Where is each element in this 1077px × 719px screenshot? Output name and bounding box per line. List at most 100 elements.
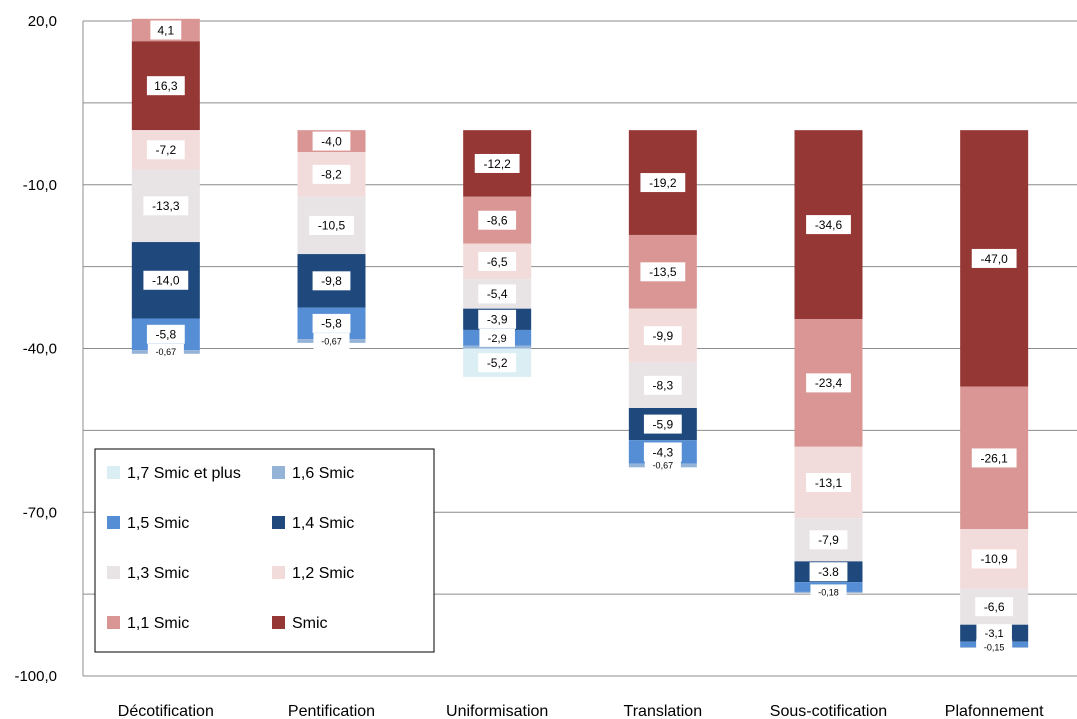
- data-label-box: [312, 271, 351, 291]
- x-tick-label: Translation: [624, 703, 703, 719]
- data-label: -6,6: [984, 600, 1005, 614]
- legend-swatch: [272, 516, 285, 529]
- data-label-box: [143, 196, 189, 216]
- data-label: -0,67: [321, 336, 342, 346]
- data-label-box: [806, 373, 851, 393]
- data-label-box: [643, 326, 682, 346]
- data-label-box: [478, 284, 517, 304]
- y-tick-label: -40,0: [23, 341, 57, 358]
- legend-entry: Smic: [292, 615, 328, 632]
- y-tick-label: -10,0: [23, 177, 57, 194]
- data-label: -0,15: [984, 643, 1005, 653]
- data-label: -5,8: [321, 317, 342, 331]
- data-label-box: [309, 215, 354, 235]
- x-tick-label: Décotification: [118, 703, 214, 719]
- data-label-box: [150, 20, 182, 40]
- legend: 1,7 Smic et plus 1,6 Smic 1,5 Smic 1,4 Smic…: [94, 448, 435, 653]
- legend-entry: 1,1 Smic: [127, 615, 189, 632]
- data-label: -0,67: [156, 347, 177, 357]
- data-label-box: [971, 448, 1017, 468]
- x-tick-label: Uniformisation: [446, 703, 548, 719]
- x-tick-label: Pentification: [288, 703, 375, 719]
- data-label-box: [971, 248, 1017, 268]
- data-label: -13,1: [815, 476, 843, 490]
- data-label-box: [644, 457, 681, 474]
- data-label: -12,2: [483, 157, 511, 171]
- legend-swatch: [272, 466, 285, 479]
- data-label-box: [640, 262, 686, 282]
- data-label-box: [312, 313, 351, 333]
- data-label-box: [976, 639, 1013, 656]
- legend-swatch: [272, 616, 285, 629]
- data-label-box: [478, 210, 517, 230]
- x-tick-label: Sous-cotification: [770, 703, 887, 719]
- data-label: -13,3: [152, 199, 180, 213]
- data-label-box: [313, 333, 350, 350]
- data-label: -9,9: [652, 329, 673, 343]
- data-label: -4,3: [652, 445, 673, 459]
- data-label: -8,6: [487, 214, 508, 228]
- data-label: -10,5: [318, 219, 346, 233]
- data-label-box: [146, 140, 185, 160]
- y-tick-label: -70,0: [23, 504, 57, 521]
- data-label-box: [147, 343, 184, 360]
- legend-entry: 1,2 Smic: [292, 565, 354, 582]
- data-label: -5,8: [155, 328, 176, 342]
- legend-entry: 1,4 Smic: [292, 515, 354, 532]
- data-label: -8,2: [321, 168, 342, 182]
- data-label-box: [312, 164, 351, 184]
- data-label-box: [809, 530, 848, 550]
- data-label: -7,9: [818, 533, 839, 547]
- data-label: -19,2: [649, 176, 677, 190]
- data-label: 4,1: [157, 23, 174, 37]
- data-label: -3.8: [818, 565, 839, 579]
- data-label-box: [146, 76, 185, 96]
- legend-swatch: [107, 466, 120, 479]
- bar-segment: [463, 345, 532, 349]
- data-label: -5,2: [487, 356, 508, 370]
- data-label-box: [143, 270, 189, 290]
- data-label: -0,18: [818, 588, 839, 598]
- data-label: -4,0: [321, 134, 342, 148]
- data-label-box: [479, 328, 515, 347]
- data-label-box: [474, 153, 520, 173]
- data-label-box: [312, 131, 351, 151]
- data-label: -5,4: [487, 287, 508, 301]
- data-label-box: [809, 562, 848, 582]
- legend-box: [94, 448, 435, 653]
- data-label: -2,9: [488, 333, 507, 345]
- y-tick-label: 20,0: [28, 13, 57, 30]
- data-label: 16,3: [154, 79, 178, 93]
- legend-entry: 1,3 Smic: [127, 565, 189, 582]
- y-tick-label: -100,0: [14, 668, 57, 685]
- data-label: -3,1: [985, 628, 1004, 640]
- legend-entry: 1,7 Smic et plus: [127, 465, 241, 482]
- legend-swatch: [107, 566, 120, 579]
- data-labels: 16,3 4,1 -7,2 -13,3 -14,0 -5,8 -0,67 -4,0 -8,2 -1…: [143, 20, 1017, 656]
- data-label-box: [643, 442, 682, 462]
- data-label: -26,1: [980, 451, 1008, 465]
- x-axis: Décotification Pentification Uniformisatio…: [83, 675, 1077, 719]
- data-label: -10,9: [980, 552, 1008, 566]
- data-label-box: [810, 584, 847, 601]
- data-label-box: [640, 173, 686, 193]
- data-label: -8,3: [652, 379, 673, 393]
- data-label: -0,67: [653, 461, 674, 471]
- data-label: -3,9: [487, 313, 508, 327]
- data-label-box: [806, 473, 851, 493]
- data-label-box: [976, 624, 1012, 643]
- data-label-box: [643, 375, 682, 395]
- data-label-box: [806, 215, 851, 235]
- legend-entry: 1,5 Smic: [127, 515, 189, 532]
- data-label: -34,6: [815, 218, 843, 232]
- data-label-box: [975, 597, 1014, 617]
- data-label: -23,4: [815, 376, 843, 390]
- data-label-box: [478, 353, 517, 373]
- data-label: -9,8: [321, 274, 342, 288]
- data-label: -47,0: [980, 252, 1008, 266]
- x-tick-label: Plafonnement: [945, 703, 1044, 719]
- legend-entry: 1,6 Smic: [292, 465, 354, 482]
- data-label: -14,0: [152, 274, 180, 288]
- data-label-box: [971, 549, 1017, 569]
